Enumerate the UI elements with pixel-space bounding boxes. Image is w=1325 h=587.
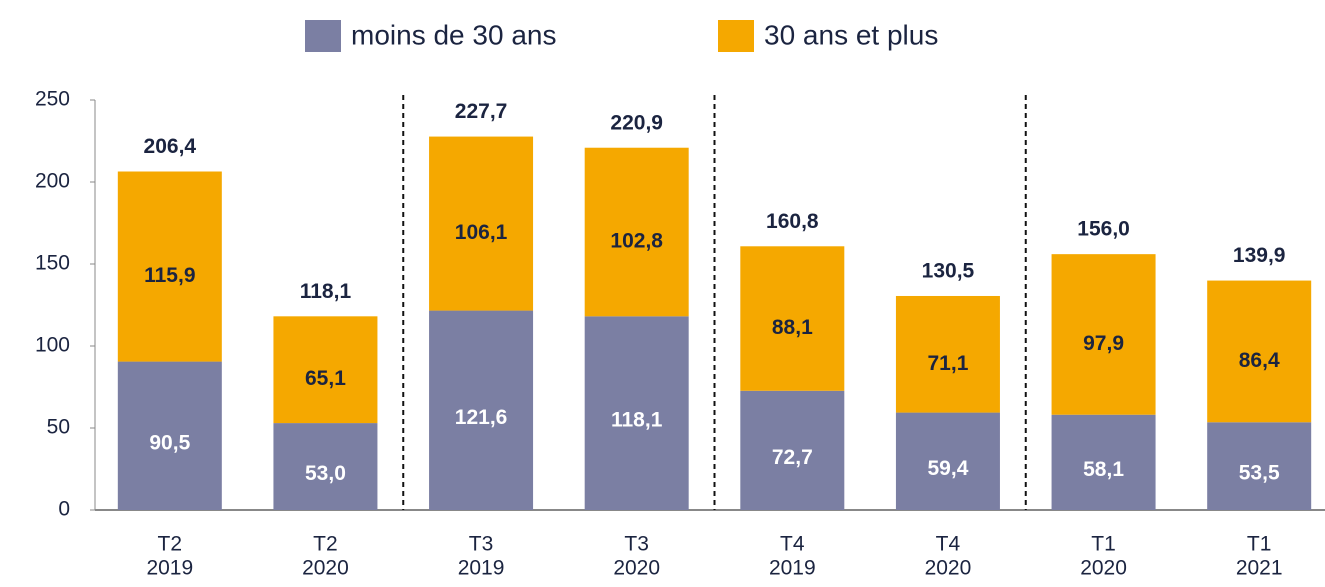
x-tick-label: 2020: [613, 557, 660, 580]
x-tick-label: 2019: [769, 557, 816, 580]
x-tick-label: 2021: [1236, 557, 1283, 580]
y-tick-label: 150: [35, 252, 70, 275]
bar-segment: [1207, 280, 1312, 423]
total-label: 118,1: [300, 280, 352, 303]
total-label: 130,5: [922, 260, 975, 283]
bar-segment: [117, 361, 222, 510]
x-tick-label: 2020: [925, 557, 972, 580]
bar-segment: [584, 147, 689, 317]
bar-segment: [429, 310, 534, 510]
data-label: 58,1: [1083, 458, 1124, 481]
data-label: 86,4: [1239, 349, 1280, 372]
x-tick-label: T2: [313, 533, 338, 556]
data-label: 65,1: [305, 367, 346, 390]
total-label: 227,7: [455, 100, 508, 123]
x-tick-label: T3: [624, 533, 649, 556]
legend-swatch: [718, 20, 754, 52]
bar-segment: [273, 423, 378, 510]
y-tick-label: 100: [35, 334, 70, 357]
y-tick-label: 50: [47, 416, 70, 439]
x-tick-label: T3: [469, 533, 494, 556]
data-label: 106,1: [455, 221, 508, 244]
x-tick-label: T1: [1091, 533, 1116, 556]
data-label: 97,9: [1083, 332, 1124, 355]
x-tick-label: 2020: [302, 557, 349, 580]
x-tick-label: T2: [158, 533, 183, 556]
y-tick-label: 250: [35, 88, 70, 111]
total-label: 160,8: [766, 210, 819, 233]
data-label: 121,6: [455, 406, 508, 429]
x-tick-label: T4: [936, 533, 961, 556]
legend-label: moins de 30 ans: [351, 19, 556, 50]
data-label: 53,5: [1239, 462, 1280, 485]
total-label: 220,9: [610, 111, 663, 134]
x-tick-label: T4: [780, 533, 805, 556]
data-label: 88,1: [772, 316, 813, 339]
y-tick-label: 0: [58, 498, 70, 521]
total-label: 139,9: [1233, 244, 1286, 267]
bar-segment: [1051, 254, 1156, 415]
data-label: 90,5: [149, 431, 190, 454]
bar-segment: [273, 316, 378, 424]
x-tick-label: 2019: [146, 557, 193, 580]
data-label: 72,7: [772, 446, 813, 469]
x-tick-label: 2020: [1080, 557, 1127, 580]
bar-segment: [1207, 422, 1312, 510]
bar-segment: [1051, 414, 1156, 510]
data-label: 115,9: [144, 264, 195, 287]
bar-segment: [584, 316, 689, 510]
data-label: 59,4: [928, 457, 969, 480]
bar-segment: [895, 412, 1000, 510]
data-label: 118,1: [611, 409, 663, 432]
bar-segment: [429, 136, 534, 311]
bar-segment: [740, 390, 845, 510]
data-label: 71,1: [928, 352, 969, 375]
data-label: 53,0: [305, 462, 346, 485]
x-tick-label: T1: [1247, 533, 1272, 556]
total-label: 156,0: [1077, 218, 1130, 241]
total-label: 206,4: [144, 135, 197, 158]
x-tick-label: 2019: [458, 557, 505, 580]
bar-segment: [740, 246, 845, 391]
legend-label: 30 ans et plus: [764, 19, 938, 50]
bar-segment: [117, 171, 222, 362]
data-label: 102,8: [610, 230, 663, 253]
bar-segment: [895, 295, 1000, 413]
legend-swatch: [305, 20, 341, 52]
y-tick-label: 200: [35, 170, 70, 193]
